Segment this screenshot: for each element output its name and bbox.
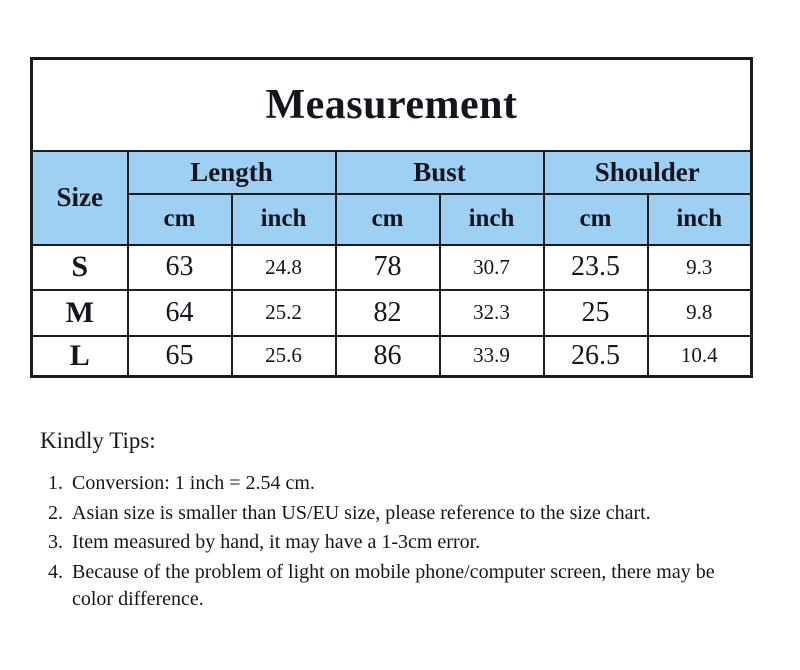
size-label: S bbox=[30, 243, 129, 291]
column-group-length: Length bbox=[126, 149, 337, 195]
unit-header-length-cm: cm bbox=[126, 192, 233, 246]
bust-cm-value: 86 bbox=[334, 334, 441, 378]
length-cm-value: 64 bbox=[126, 288, 233, 337]
table-title-row: Measurement bbox=[30, 57, 753, 152]
shoulder-inch-value: 9.3 bbox=[646, 243, 753, 291]
tips-list: Conversion: 1 inch = 2.54 cm. Asian size… bbox=[40, 470, 740, 614]
shoulder-cm-value: 23.5 bbox=[542, 243, 649, 291]
column-group-bust: Bust bbox=[334, 149, 545, 195]
size-label: L bbox=[30, 334, 129, 378]
unit-header-length-inch: inch bbox=[230, 192, 337, 246]
tips-heading: Kindly Tips: bbox=[40, 428, 156, 453]
tip-item-asian-size: Asian size is smaller than US/EU size, p… bbox=[68, 500, 740, 528]
length-cm-value: 63 bbox=[126, 243, 233, 291]
header-group-row: Size Length Bust Shoulder bbox=[30, 149, 753, 246]
bust-inch-value: 30.7 bbox=[438, 243, 545, 291]
unit-header-shoulder-cm: cm bbox=[542, 192, 649, 246]
length-inch-value: 25.2 bbox=[230, 288, 337, 337]
tip-item-measure-error: Item measured by hand, it may have a 1-3… bbox=[68, 529, 740, 557]
bust-inch-value: 33.9 bbox=[438, 334, 545, 378]
table-row-size-s: S 63 24.8 78 30.7 23.5 9.3 bbox=[30, 243, 753, 291]
size-label: M bbox=[30, 288, 129, 337]
column-group-shoulder: Shoulder bbox=[542, 149, 753, 195]
header-unit-row: cm inch cm inch cm inch bbox=[32, 192, 753, 246]
bust-cm-value: 78 bbox=[334, 243, 441, 291]
bust-inch-value: 32.3 bbox=[438, 288, 545, 337]
tip-item-color-difference: Because of the problem of light on mobil… bbox=[68, 559, 740, 614]
shoulder-inch-value: 10.4 bbox=[646, 334, 753, 378]
length-inch-value: 24.8 bbox=[230, 243, 337, 291]
bust-cm-value: 82 bbox=[334, 288, 441, 337]
table-row-size-m: M 64 25.2 82 32.3 25 9.8 bbox=[30, 288, 753, 337]
table-row-size-l: L 65 25.6 86 33.9 26.5 10.4 bbox=[30, 334, 753, 378]
unit-header-shoulder-inch: inch bbox=[646, 192, 753, 246]
measurement-table: Measurement Size Length Bust Shoulder cm… bbox=[30, 57, 754, 378]
kindly-tips-section: Kindly Tips: Conversion: 1 inch = 2.54 c… bbox=[40, 428, 756, 616]
table-title: Measurement bbox=[30, 57, 753, 152]
shoulder-cm-value: 26.5 bbox=[542, 334, 649, 378]
tip-item-conversion: Conversion: 1 inch = 2.54 cm. bbox=[68, 470, 740, 498]
length-cm-value: 65 bbox=[126, 334, 233, 378]
shoulder-cm-value: 25 bbox=[542, 288, 649, 337]
length-inch-value: 25.6 bbox=[230, 334, 337, 378]
unit-header-bust-cm: cm bbox=[334, 192, 441, 246]
column-header-size: Size bbox=[30, 149, 129, 246]
shoulder-inch-value: 9.8 bbox=[646, 288, 753, 337]
unit-header-bust-inch: inch bbox=[438, 192, 545, 246]
